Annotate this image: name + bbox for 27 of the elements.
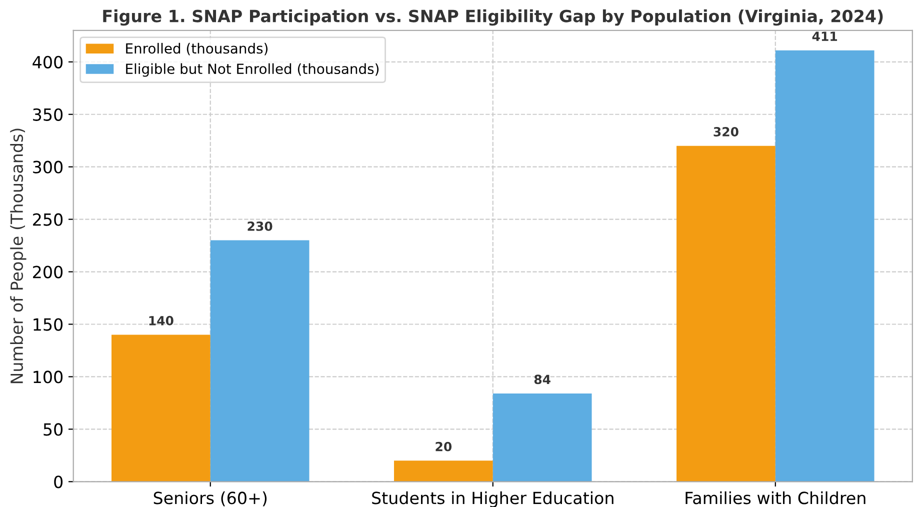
x-tick-label: Families with Children — [686, 491, 866, 504]
bar — [112, 334, 210, 482]
y-tick-label: 300 — [33, 160, 63, 174]
data-label: 411 — [812, 32, 838, 41]
y-tick-label: 400 — [32, 56, 63, 68]
data-label: 140 — [149, 316, 174, 326]
data-label: 20 — [436, 442, 452, 452]
y-tick-label: 0 — [54, 476, 63, 488]
y-tick-label: 100 — [34, 370, 63, 384]
bar — [492, 394, 592, 482]
data-label: 320 — [714, 127, 738, 136]
y-tick-label: 200 — [33, 266, 63, 278]
chart-title: Figure 1. SNAP Participation vs. SNAP Eligibility Gap by Population (Virginia, 2024) — [103, 9, 883, 26]
bar — [676, 146, 776, 482]
data-label: 230 — [248, 221, 272, 231]
legend-label: Enrolled (thousands) — [126, 42, 268, 56]
bar — [775, 50, 874, 482]
legend-label: Eligible but Not Enrolled (thousands) — [126, 63, 379, 77]
y-tick-label: 50 — [44, 423, 63, 436]
x-tick-label: Seniors (60+) — [154, 491, 267, 506]
data-label: 84 — [534, 374, 550, 384]
bar — [394, 460, 493, 482]
y-tick-label: 350 — [33, 108, 63, 121]
y-tick-label: 250 — [33, 213, 63, 226]
bar — [210, 240, 310, 482]
y-tick-label: 150 — [34, 318, 63, 331]
y-axis-title: Number of People (Thousands) — [10, 128, 26, 384]
